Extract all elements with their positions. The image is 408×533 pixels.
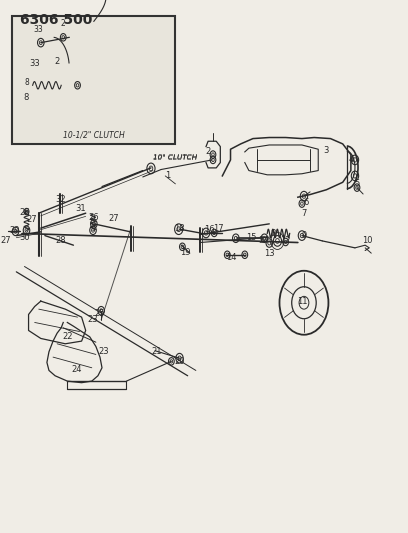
Text: 30: 30 [19, 233, 30, 241]
Text: 10-1/2" CLUTCH: 10-1/2" CLUTCH [63, 131, 125, 140]
Text: 7: 7 [301, 209, 307, 217]
Text: 17: 17 [213, 224, 224, 232]
Text: 6: 6 [303, 198, 309, 207]
Text: 11: 11 [297, 297, 307, 305]
Text: 33: 33 [34, 25, 44, 34]
Text: 23: 23 [99, 348, 109, 356]
Text: 27: 27 [27, 215, 37, 224]
Text: 10: 10 [362, 237, 373, 245]
Text: 13: 13 [264, 249, 275, 258]
Text: 10" CLUTCH: 10" CLUTCH [153, 154, 197, 160]
Text: 26: 26 [89, 213, 99, 222]
Text: 23: 23 [88, 316, 98, 324]
Text: 14: 14 [226, 254, 237, 262]
Text: 19: 19 [180, 248, 191, 256]
Text: 24: 24 [71, 365, 82, 374]
Text: 12: 12 [280, 237, 291, 245]
Text: 3: 3 [324, 146, 329, 155]
Text: 20: 20 [174, 357, 185, 366]
Text: 27: 27 [1, 237, 11, 245]
Text: 8: 8 [24, 78, 29, 87]
Text: 6306 500: 6306 500 [20, 13, 93, 27]
Text: 18: 18 [174, 224, 185, 232]
Text: 33: 33 [29, 60, 40, 68]
Text: 32: 32 [55, 196, 66, 204]
Text: 8: 8 [24, 93, 29, 101]
Text: 2: 2 [206, 148, 211, 156]
Text: 28: 28 [56, 237, 67, 245]
Text: 8: 8 [271, 229, 276, 238]
Text: 4: 4 [348, 156, 353, 164]
Text: 5: 5 [355, 180, 359, 188]
Text: 2: 2 [55, 57, 60, 66]
Text: 27: 27 [108, 214, 119, 223]
Text: 21: 21 [152, 348, 162, 356]
Text: 15: 15 [246, 233, 257, 241]
Text: 9: 9 [302, 231, 306, 240]
Text: 29: 29 [9, 226, 20, 235]
Text: 16: 16 [204, 225, 215, 233]
Text: 1: 1 [165, 172, 170, 180]
Text: 10" CLUTCH: 10" CLUTCH [153, 155, 197, 161]
Text: 31: 31 [75, 205, 86, 213]
Text: 25: 25 [95, 309, 105, 318]
Text: 2: 2 [61, 20, 66, 28]
Bar [12, 16, 175, 144]
Text: 26: 26 [19, 208, 30, 216]
Text: 34: 34 [258, 237, 268, 245]
Text: 22: 22 [62, 333, 73, 341]
